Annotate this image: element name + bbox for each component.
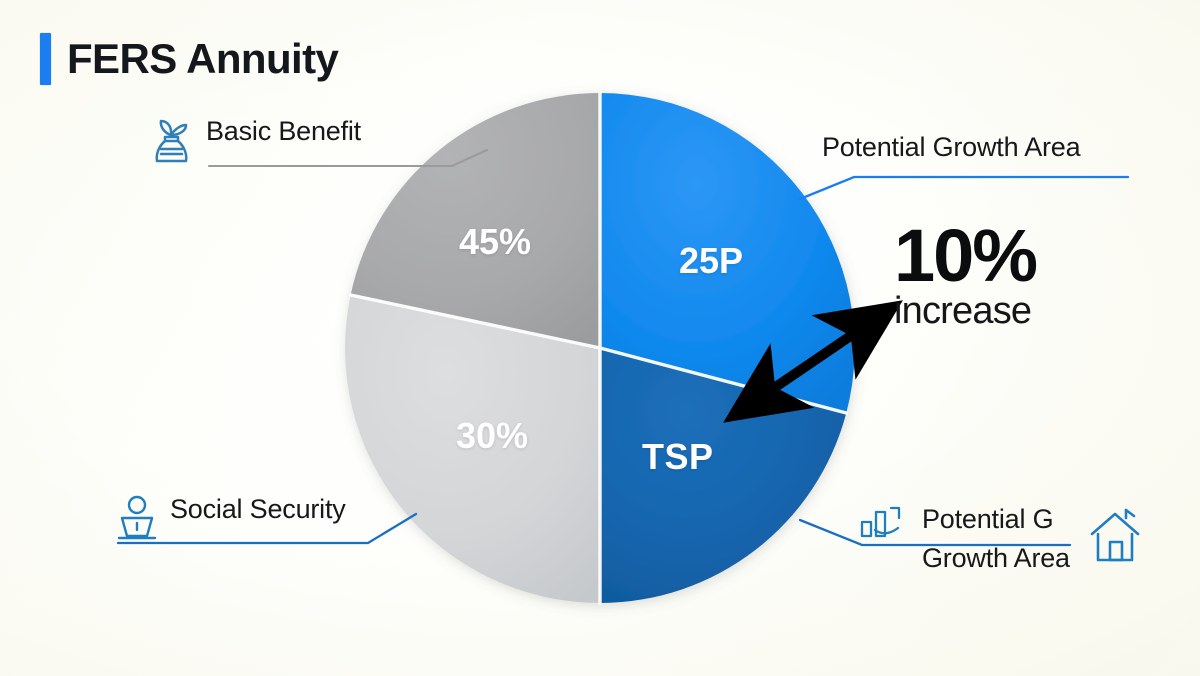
callout-social-security: Social Security: [114, 494, 346, 547]
leader-line-potential-growth-top: [798, 175, 1130, 201]
callout-potential-growth-top: Potential Growth Area: [822, 132, 1081, 164]
callout-basic-benefit: Basic Benefit: [148, 116, 361, 173]
pie-slice-social-security[interactable]: [345, 295, 600, 603]
callout-potential-growth-bottom-line2: Growth Area: [922, 543, 1070, 574]
increase-double-arrow: [723, 300, 903, 423]
callout-basic-benefit-label: Basic Benefit: [206, 116, 361, 146]
page-title: FERS Annuity: [67, 35, 339, 82]
callout-potential-growth-bottom-text: Potential G Growth Area: [922, 500, 1070, 578]
pie-chart: [345, 91, 855, 605]
person-icon: [114, 494, 160, 547]
leader-line-basic-benefit: [207, 148, 489, 168]
title-block: FERS Annuity: [40, 33, 339, 85]
pie-slice-basic-benefit[interactable]: [350, 93, 600, 348]
house-icon: [1086, 504, 1144, 575]
bar-chart-icon: [858, 502, 912, 549]
callout-social-security-label: Social Security: [170, 494, 346, 524]
money-bag-sprout-icon: [148, 116, 196, 173]
callout-potential-growth-bottom: Potential G Growth Area: [858, 500, 1144, 578]
title-accent-bar: [40, 33, 51, 85]
leader-line-potential-growth-bottom: [798, 518, 1072, 547]
callout-potential-growth-bottom-line1: Potential G: [922, 504, 1054, 534]
callout-potential-growth-top-label: Potential Growth Area: [822, 132, 1081, 162]
leader-line-social-security: [116, 512, 418, 545]
